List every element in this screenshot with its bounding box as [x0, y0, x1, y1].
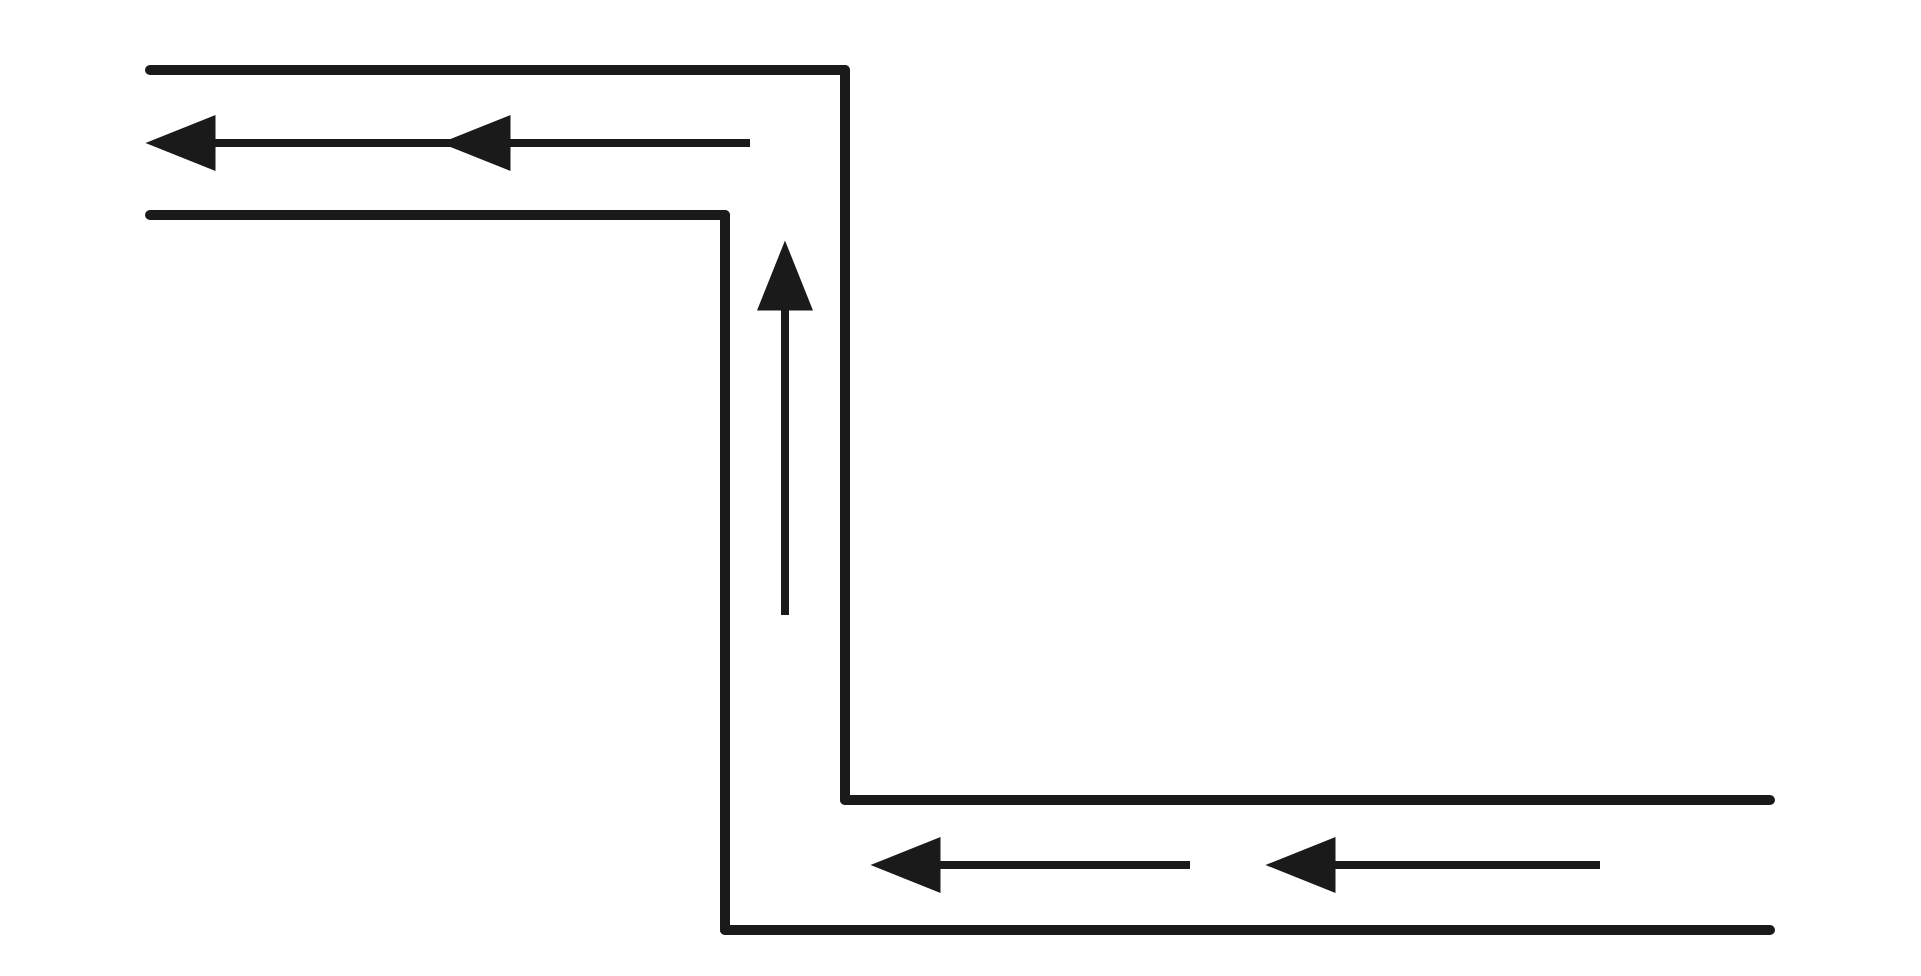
- flow-arrows: [205, 143, 1600, 865]
- flow-diagram: [0, 0, 1921, 976]
- channel-outline: [150, 70, 1770, 930]
